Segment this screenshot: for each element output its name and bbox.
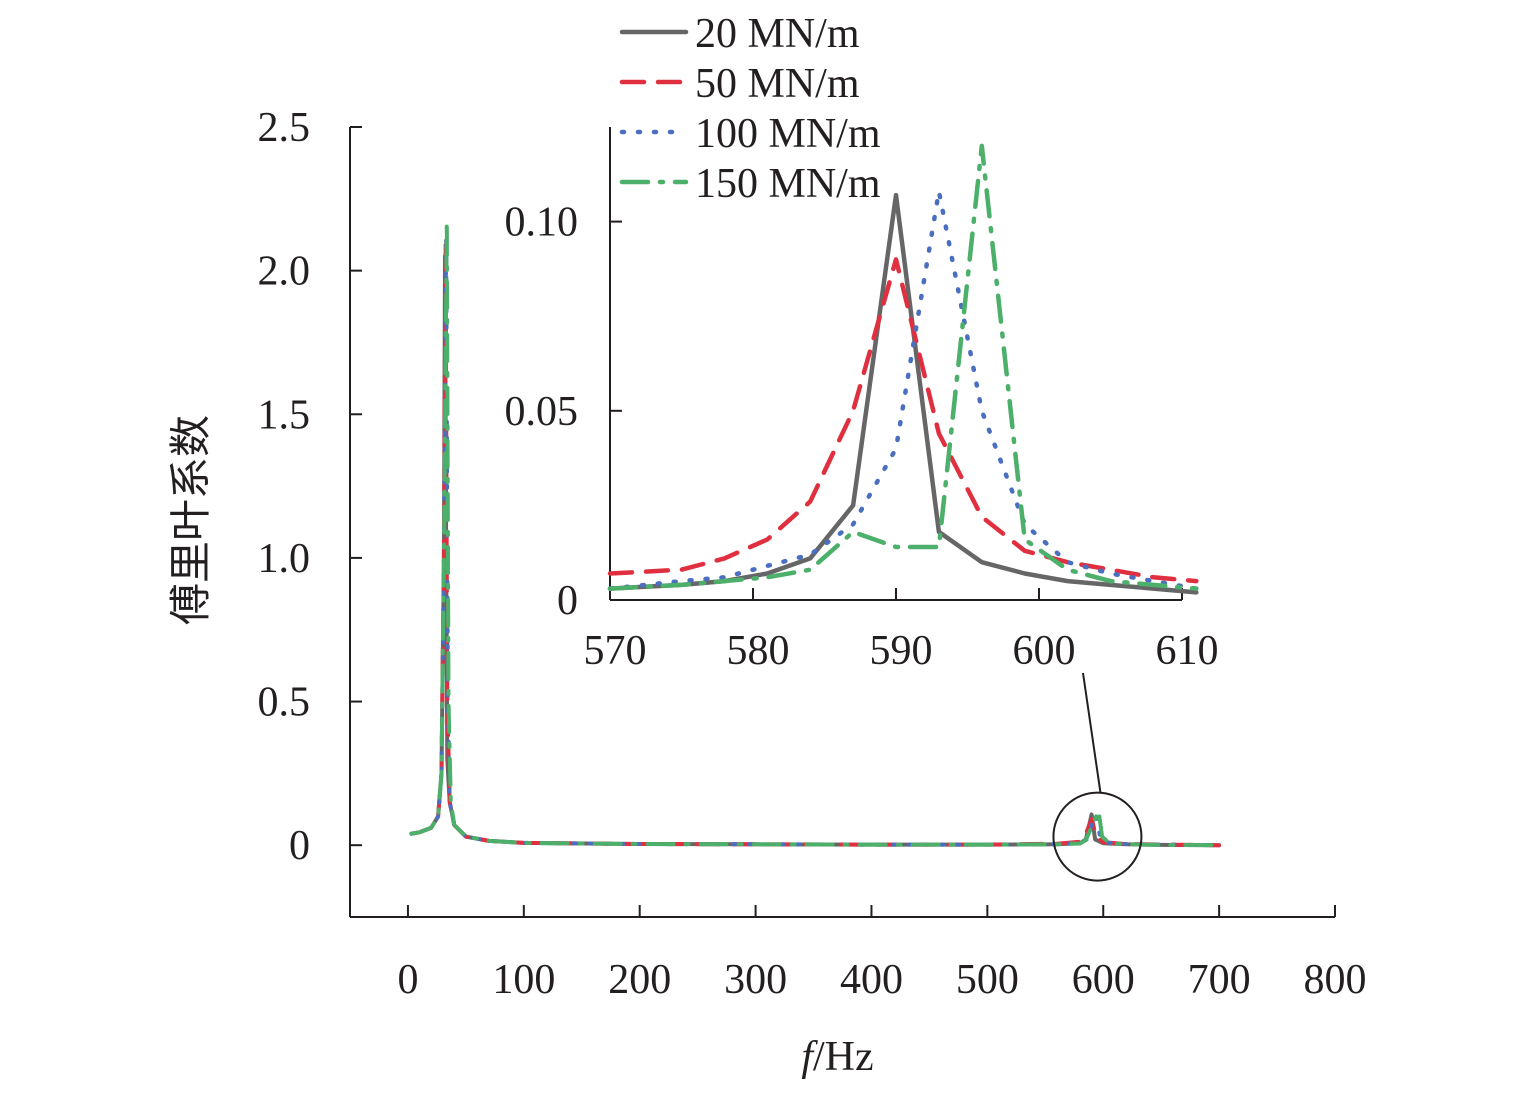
legend-label-2: 100 MN/m	[695, 111, 881, 157]
y-tick-label: 0.5	[258, 680, 311, 726]
inset-series-line-2	[607, 189, 1199, 591]
inset-series-line-0	[607, 192, 1199, 595]
series-line-1	[409, 239, 1222, 848]
y-tick-label: 0	[289, 823, 310, 869]
inset-x-tick-label: 590	[870, 628, 933, 674]
x-tick-label: 400	[840, 957, 903, 1003]
inset-y-tick-label: 0.10	[505, 200, 579, 246]
x-tick-label: 0	[397, 957, 418, 1003]
zoom-connector-line	[1082, 672, 1102, 793]
x-tick-label: 300	[724, 957, 787, 1003]
y-tick-label: 1.5	[258, 392, 311, 438]
x-axis-title-rest: /Hz	[813, 1034, 874, 1080]
y-tick-label: 2.5	[258, 105, 311, 151]
inset-x-tick-label: 570	[584, 628, 647, 674]
inset-x-tick-label: 600	[1013, 628, 1076, 674]
legend-label-3: 150 MN/m	[695, 161, 881, 207]
x-tick-label: 200	[608, 957, 671, 1003]
zoom-circle	[1052, 791, 1143, 882]
y-tick-label: 2.0	[258, 249, 311, 295]
legend-label-1: 50 MN/m	[695, 61, 860, 107]
x-tick-label: 800	[1304, 957, 1367, 1003]
inset-series-group	[607, 143, 1199, 595]
series-line-2	[409, 234, 1222, 848]
inset-x-tick-label: 610	[1156, 628, 1219, 674]
inset-x-tick-label: 580	[727, 628, 790, 674]
main-series-group	[409, 219, 1222, 848]
series-line-3	[409, 219, 1222, 848]
inset-series-line-3	[607, 143, 1199, 591]
x-axis-title: f/Hz	[801, 1034, 873, 1080]
x-tick-label: 700	[1188, 957, 1251, 1003]
inset-series-line-1	[607, 257, 1199, 584]
inset-y-tick-label: 0	[557, 578, 578, 624]
y-axis-title: 傅里叶系数	[169, 415, 215, 625]
x-tick-label: 500	[956, 957, 1019, 1003]
x-tick-label: 100	[492, 957, 555, 1003]
legend-label-0: 20 MN/m	[695, 11, 860, 57]
inset-y-tick-label: 0.05	[505, 389, 579, 435]
y-tick-label: 1.0	[258, 536, 311, 582]
x-tick-label: 600	[1072, 957, 1135, 1003]
